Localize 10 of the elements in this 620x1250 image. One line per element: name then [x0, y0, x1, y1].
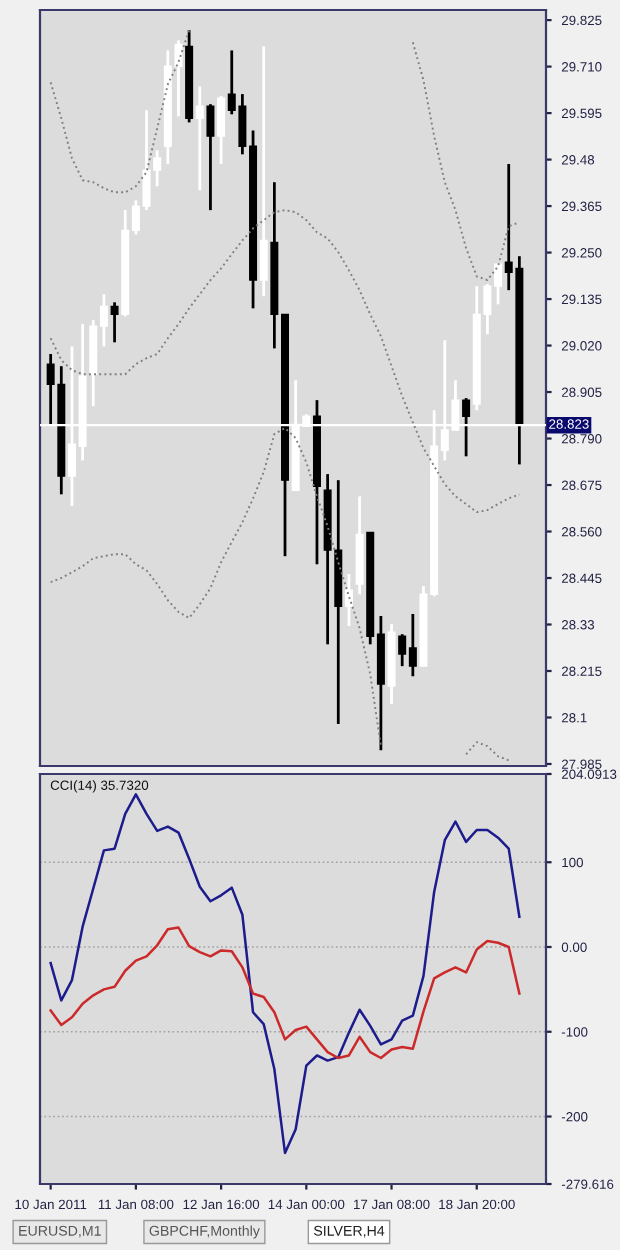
line-series: [49, 926, 521, 1060]
line-series: [49, 209, 521, 514]
candlestick: [110, 300, 119, 344]
candlestick: [462, 396, 471, 458]
candlestick: [206, 102, 215, 212]
candlestick: [217, 94, 226, 166]
candlestick: [195, 85, 204, 192]
candlestick: [344, 572, 353, 628]
candlestick: [259, 45, 268, 298]
line-series: [49, 793, 521, 1155]
